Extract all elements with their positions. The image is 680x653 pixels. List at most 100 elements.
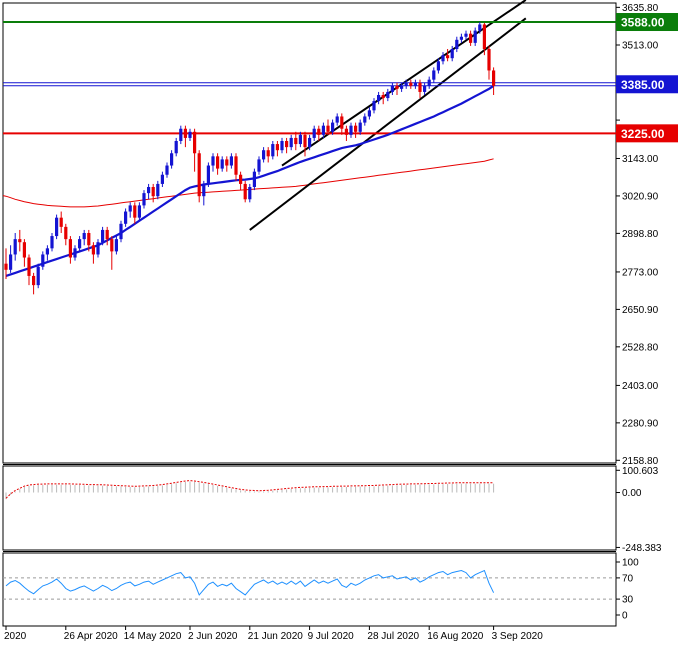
candle [404, 79, 408, 89]
candle-body [197, 153, 201, 197]
y-tick-label: 2773.00 [622, 267, 659, 278]
rsi-y-tick-label: 70 [622, 573, 634, 584]
candle [243, 180, 247, 203]
candle [363, 113, 367, 126]
candle-body [50, 236, 54, 249]
oscillator-pane [2, 465, 617, 551]
candle-body [436, 61, 440, 71]
candle-body [459, 36, 463, 40]
candle [82, 229, 86, 246]
candle [211, 153, 215, 172]
candle-body [101, 229, 105, 243]
candle [78, 236, 82, 252]
rsi-y-tick-label: 30 [622, 595, 634, 606]
candle-body [206, 165, 210, 184]
candle-body [446, 55, 450, 59]
y-tick-label: 2158.80 [622, 456, 659, 467]
candle [372, 98, 376, 114]
candle-body [229, 156, 233, 166]
level-price-label: 3385.00 [621, 78, 665, 92]
candle-body [4, 263, 8, 270]
candle-body [404, 82, 408, 86]
candle [400, 82, 404, 92]
candle [105, 226, 109, 246]
x-tick-label: 3 Sep 2020 [492, 631, 544, 642]
candle-body [400, 85, 404, 89]
candle-body [487, 49, 491, 71]
y-tick-label: 2403.00 [622, 381, 659, 392]
candle [179, 125, 183, 145]
candle [119, 220, 123, 243]
candle-body [142, 193, 146, 206]
candle-body [294, 137, 298, 145]
candle [492, 67, 496, 95]
osc-frame [2, 465, 617, 551]
candle-body [317, 128, 321, 135]
x-tick-label: 26 Apr 2020 [64, 631, 118, 642]
candle-body [82, 233, 86, 240]
candle-body [418, 82, 422, 92]
candle [469, 30, 473, 46]
candle [312, 125, 316, 141]
candle [464, 30, 468, 40]
x-tick-label: 16 Aug 2020 [427, 631, 484, 642]
y-tick-label: 3020.90 [622, 191, 659, 202]
candle-body [280, 141, 284, 151]
candle [298, 131, 302, 148]
candle-body [174, 141, 178, 154]
candle-body [202, 183, 206, 197]
candle-body [239, 174, 243, 184]
candle [197, 150, 201, 203]
candle [133, 202, 137, 224]
candle-body [321, 125, 325, 135]
candle-body [165, 165, 169, 175]
candle-body [303, 134, 307, 148]
level-price-label: 3588.00 [621, 16, 665, 30]
osc-y-tick-label: 0.00 [622, 488, 642, 499]
x-tick-label: 2 Jun 2020 [188, 631, 238, 642]
candle [459, 33, 463, 43]
candle-body [464, 33, 468, 37]
candle-body [41, 254, 45, 267]
candle [308, 134, 312, 151]
candle-body [326, 125, 330, 132]
candle [473, 27, 477, 46]
y-tick-label: 3513.00 [622, 41, 659, 52]
candle [18, 229, 22, 252]
osc-y-tick-label: 100.603 [622, 466, 659, 477]
candle-body [478, 24, 482, 31]
candle-body [455, 39, 459, 49]
osc-signal-line [5, 480, 494, 499]
candle [137, 202, 141, 221]
candle-body [133, 205, 137, 218]
candle-body [363, 116, 367, 123]
candle [418, 79, 422, 99]
candle [59, 211, 63, 233]
candle [160, 171, 164, 187]
candle [248, 183, 252, 203]
candle-body [427, 79, 431, 86]
fast-moving-average-line [5, 84, 495, 277]
candle [234, 153, 238, 181]
level-price-badge [616, 13, 678, 32]
candle-body [234, 156, 238, 175]
candle [188, 128, 192, 141]
candle-body [473, 30, 477, 43]
candle [68, 236, 72, 264]
candle [27, 254, 31, 286]
candle-body [354, 125, 358, 132]
candle-body [128, 205, 132, 212]
candle-body [9, 254, 13, 270]
x-tick-label: 9 Jul 2020 [308, 631, 355, 642]
candle-body [469, 33, 473, 43]
candle-body [87, 233, 91, 246]
candle-body [243, 183, 247, 200]
candle-body [275, 144, 279, 151]
candle-body [156, 183, 160, 197]
rsi-line [5, 569, 495, 596]
main-frame [2, 2, 617, 464]
candle-body [271, 144, 275, 157]
candle-body [110, 239, 114, 252]
y-tick-label: 3143.00 [622, 154, 659, 165]
candle [252, 168, 256, 191]
